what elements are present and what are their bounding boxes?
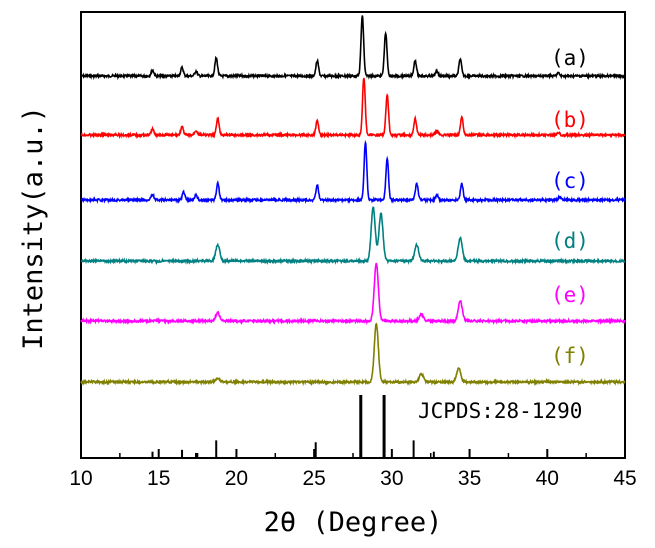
pattern-labels: (a) (b) (c) (d) (e) (f) [551, 46, 589, 368]
reference-stick-pattern [151, 395, 435, 458]
pattern-label: (f) [551, 344, 589, 368]
x-tick-label: 40 [536, 467, 559, 490]
pattern-label: (a) [551, 46, 589, 70]
pattern-curve [80, 322, 626, 387]
reference-label: JCPDS:28-1290 [418, 399, 582, 423]
x-tick-label: 25 [302, 467, 325, 490]
pattern-curve [80, 139, 626, 205]
pattern-curves [80, 15, 626, 387]
pattern-curve [80, 262, 626, 326]
x-tick-label: 30 [380, 467, 403, 490]
pattern-curve [80, 77, 626, 140]
pattern-curve [80, 206, 626, 266]
y-axis-title: Intensity(a.u.) [18, 106, 49, 350]
x-axis-ticks: 10 15 20 25 30 35 40 45 [69, 449, 637, 490]
x-axis-title: 2θ (Degree) [264, 507, 443, 538]
pattern-label: (e) [551, 283, 589, 307]
x-tick-label: 10 [69, 467, 92, 490]
plot-frame [80, 11, 626, 459]
pattern-label: (b) [551, 108, 589, 132]
pattern-label: (d) [551, 229, 589, 253]
pattern-label: (c) [551, 169, 589, 193]
x-tick-label: 20 [225, 467, 248, 490]
x-tick-label: 45 [613, 467, 636, 490]
x-tick-label: 35 [458, 467, 481, 490]
x-tick-label: 15 [147, 467, 170, 490]
pattern-curve [80, 15, 626, 81]
